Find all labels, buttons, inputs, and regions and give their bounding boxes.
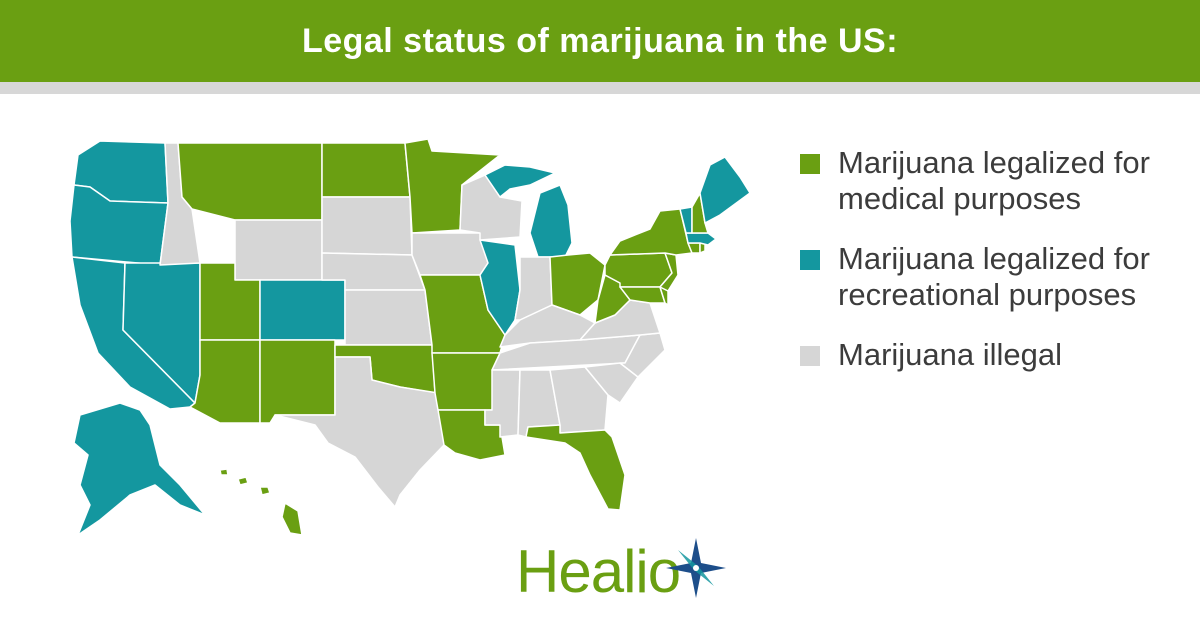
legend-swatch-medical	[800, 154, 820, 174]
us-map	[60, 125, 760, 555]
state-sd	[321, 196, 413, 256]
state-nd	[321, 142, 411, 198]
state-hi	[281, 502, 303, 536]
legend-label-recreational: Marijuana legalized for recreational pur…	[838, 241, 1150, 312]
state-nm	[259, 339, 336, 424]
state-co	[259, 279, 346, 341]
state-md	[619, 286, 666, 304]
state-sc	[584, 362, 639, 404]
legend-swatch-recreational	[800, 250, 820, 270]
state-mi-upper	[484, 164, 556, 198]
state-nh	[691, 192, 709, 234]
state-hi-kauai	[219, 468, 229, 476]
state-ma	[685, 232, 717, 246]
page-title: Legal status of marijuana in the US:	[301, 21, 899, 60]
state-az	[189, 339, 261, 424]
state-ar	[431, 352, 501, 411]
banner-divider	[0, 82, 1200, 94]
legend-label-illegal: Marijuana illegal	[838, 337, 1063, 372]
us-map-svg	[69, 138, 751, 536]
logo-wordmark: Healio	[516, 538, 681, 605]
legend-label-medical: Marijuana legalized for medical purposes	[838, 145, 1150, 216]
state-hi-oahu	[237, 476, 249, 486]
legend-item-medical: Marijuana legalized for medical purposes	[800, 145, 1180, 217]
state-hi-maui	[259, 486, 271, 496]
state-wy	[234, 219, 323, 281]
state-ks	[344, 289, 433, 346]
healio-logo: Healio	[516, 536, 726, 608]
state-mi	[529, 184, 573, 258]
state-ia	[411, 232, 489, 276]
legend-item-recreational: Marijuana legalized for recreational pur…	[800, 241, 1180, 313]
state-fl	[525, 424, 626, 511]
title-banner: Legal status of marijuana in the US:	[0, 0, 1200, 82]
state-me	[699, 156, 751, 224]
state-mt	[177, 142, 323, 221]
legend-item-illegal: Marijuana illegal	[800, 337, 1180, 373]
state-ak	[73, 402, 206, 536]
map-legend: Marijuana legalized for medical purposes…	[800, 145, 1180, 397]
state-tx	[274, 356, 445, 508]
legend-swatch-illegal	[800, 346, 820, 366]
state-ny	[609, 208, 693, 256]
compass-star-icon	[666, 538, 726, 598]
